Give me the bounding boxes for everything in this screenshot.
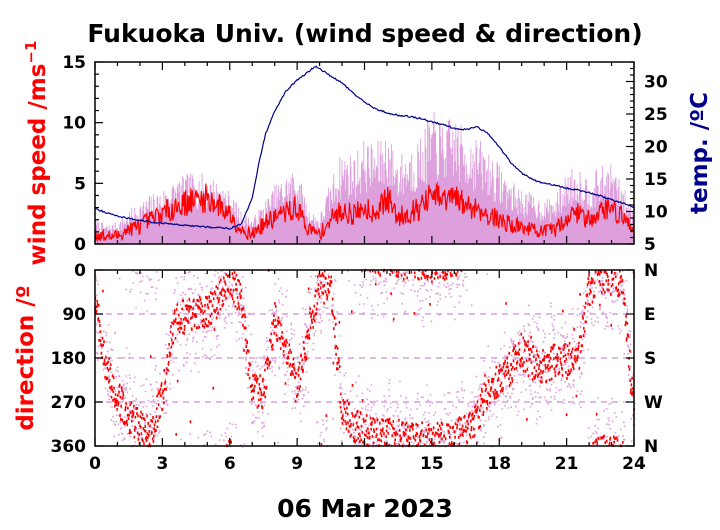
- direction-panel-ticks: 0 3 6 9 12 15 18 21 24 0 N 90 E 180 S 270 W 360 N: [51, 261, 664, 474]
- y-left-tick-label: 0: [74, 261, 86, 281]
- compass-tick-label: W: [644, 393, 663, 413]
- y-right-tick-label: 10: [644, 203, 668, 223]
- y-left-tick-label: 0: [74, 235, 86, 255]
- wind-speed-axis-label-main: wind speed /ms: [25, 64, 51, 266]
- compass-tick-label: S: [644, 349, 656, 369]
- y-left-tick-label: 90: [62, 305, 86, 325]
- compass-tick-label: E: [644, 305, 656, 325]
- temperature-axis-label: temp. /ºC: [687, 92, 713, 214]
- y-right-tick-label: 20: [644, 138, 668, 158]
- y-left-tick-label: 10: [62, 114, 86, 134]
- x-tick-label: 9: [291, 454, 303, 474]
- x-tick-label: 18: [487, 454, 511, 474]
- chart-title: Fukuoka Univ. (wind speed & direction): [87, 19, 642, 48]
- wind-panel-ticks: 0 5 10 15 5 10 15 20 25 30: [62, 53, 668, 255]
- x-tick-label: 24: [622, 454, 646, 474]
- y-right-tick-label: 5: [644, 235, 656, 255]
- y-right-tick-label: 25: [644, 105, 668, 125]
- x-tick-label: 3: [156, 454, 168, 474]
- y-right-tick-label: 15: [644, 170, 668, 190]
- wind-speed-line: [94, 181, 635, 243]
- direction-grid: [95, 313, 634, 403]
- x-tick-label: 21: [555, 454, 579, 474]
- date-label: 06 Mar 2023: [277, 494, 453, 523]
- wind-speed-axis-label-sup: −1: [22, 41, 40, 64]
- y-left-tick-label: 5: [74, 174, 86, 194]
- direction-panel: 0 3 6 9 12 15 18 21 24 0 N 90 E 180 S 270 W 360 N: [51, 261, 664, 474]
- x-tick-label: 0: [89, 454, 101, 474]
- temperature-line: [94, 65, 635, 230]
- y-left-tick-label: 360: [51, 437, 87, 457]
- direction-axis-label: direction /º: [13, 285, 39, 430]
- y-left-tick-label: 270: [51, 393, 87, 413]
- x-tick-label: 6: [224, 454, 236, 474]
- x-tick-label: 12: [353, 454, 377, 474]
- y-right-tick-label: 30: [644, 73, 668, 93]
- wind-speed-panel: 0 5 10 15 5 10 15 20 25 30: [62, 53, 668, 255]
- wind-speed-series: [94, 181, 635, 243]
- temperature-series: [94, 65, 635, 230]
- compass-tick-label: N: [644, 437, 658, 457]
- y-left-tick-label: 15: [62, 53, 86, 73]
- wind-speed-axis-label: wind speed /ms−1: [22, 41, 51, 266]
- compass-tick-label: N: [644, 261, 658, 281]
- y-left-tick-label: 180: [51, 349, 87, 369]
- x-tick-label: 15: [420, 454, 444, 474]
